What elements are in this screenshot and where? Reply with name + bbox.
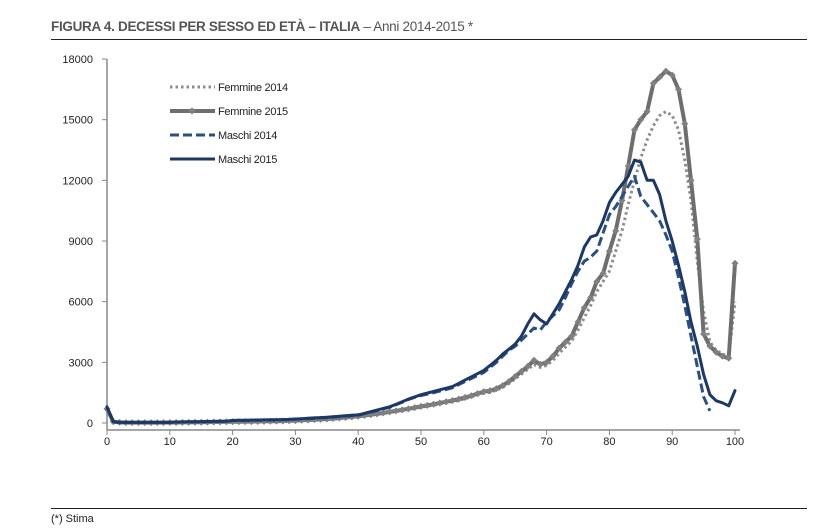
legend-item: Femmine 2014 [170,82,288,94]
data-point-marker [693,235,701,243]
data-point-marker [674,85,682,93]
data-point-marker [561,338,569,346]
data-point-marker [725,354,733,362]
y-tick-label: 15000 [62,115,93,127]
data-point-marker [398,406,406,414]
y-tick-label: 0 [87,418,93,430]
y-tick-label: 3000 [69,357,93,369]
data-point-marker [662,67,670,75]
data-point-marker [568,332,576,340]
data-point-marker [637,116,645,124]
data-point-marker [574,318,582,326]
y-tick-label: 12000 [62,175,93,187]
data-point-marker [436,399,444,407]
data-point-marker [379,409,387,417]
title-main: FIGURA 4. DECESSI PER SESSO ED ETÀ – ITA… [51,19,360,34]
data-point-marker [480,388,488,396]
series-femmine-2015 [103,67,739,427]
series-maschi-2015 [105,158,737,424]
data-point-marker [474,390,482,398]
data-point-marker [681,120,689,128]
data-point-marker [593,277,601,285]
data-point-marker [668,71,676,79]
legend-item: Maschi 2014 [170,130,278,142]
data-point-marker [517,367,525,375]
series-line [105,69,737,425]
data-point-marker [505,378,513,386]
x-tick-label: 0 [104,436,110,448]
data-point-marker [536,360,544,368]
x-tick-label: 100 [726,436,744,448]
data-point-marker [524,362,532,370]
x-tick-label: 90 [666,436,678,448]
legend-marker [188,107,196,115]
data-point-marker [543,358,551,366]
legend-label: Femmine 2015 [218,106,288,118]
data-point-marker [392,407,400,415]
data-point-marker [587,294,595,302]
data-point-marker [423,401,431,409]
x-tick-label: 30 [289,436,301,448]
legend-label: Maschi 2014 [218,130,277,142]
data-point-marker [461,394,469,402]
data-point-marker [656,73,664,81]
data-point-marker [499,382,507,390]
series-line [105,158,737,424]
data-point-marker [700,330,708,338]
data-point-marker [612,227,620,235]
footnote-rule [51,508,807,509]
data-point-marker [555,344,563,352]
x-tick-label: 80 [603,436,615,448]
x-tick-label: 40 [352,436,364,448]
data-point-marker [442,398,450,406]
data-point-marker [599,269,607,277]
data-point-marker [649,79,657,87]
legend-label: Femmine 2014 [218,82,288,94]
legend: Femmine 2014 Femmine 2015 Maschi 2014 Masch… [170,82,288,166]
data-point-marker [687,176,695,184]
data-point-marker [706,342,714,350]
data-point-marker [631,126,639,134]
data-point-marker [549,352,557,360]
x-tick-label: 20 [226,436,238,448]
data-point-marker [404,405,412,413]
x-tick-label: 50 [415,436,427,448]
data-point-marker [411,404,419,412]
data-point-marker [448,397,456,405]
data-point-marker [386,408,394,416]
data-point-marker [718,352,726,360]
data-point-marker [731,259,739,267]
series-lines [103,67,739,427]
y-tick-label: 18000 [62,54,93,66]
y-tick-label: 6000 [69,297,93,309]
y-tick-label: 9000 [69,236,93,248]
data-point-marker [580,304,588,312]
figure-title: FIGURA 4. DECESSI PER SESSO ED ETÀ – ITA… [51,19,473,34]
legend-item: Femmine 2015 [170,106,288,118]
data-point-marker [605,247,613,255]
axes: 0 3000 6000 9000 12000 15000 18000 0 10 20 30 40 50 6… [62,54,744,448]
data-point-marker [417,402,425,410]
data-point-marker [511,372,519,380]
title-rule [51,39,807,40]
data-point-marker [492,385,500,393]
data-point-marker [455,395,463,403]
x-tick-label: 70 [540,436,552,448]
data-point-marker [467,392,475,400]
data-point-marker [643,108,651,116]
data-point-marker [430,400,438,408]
data-point-marker [530,356,538,364]
legend-label: Maschi 2015 [218,154,277,166]
legend-item: Maschi 2015 [170,154,278,166]
title-years: – Anni 2014-2015 * [359,19,473,34]
footnote: (*) Stima [51,513,94,525]
x-tick-label: 10 [164,436,176,448]
x-tick-label: 60 [478,436,490,448]
data-point-marker [712,348,720,356]
data-point-marker [486,387,494,395]
